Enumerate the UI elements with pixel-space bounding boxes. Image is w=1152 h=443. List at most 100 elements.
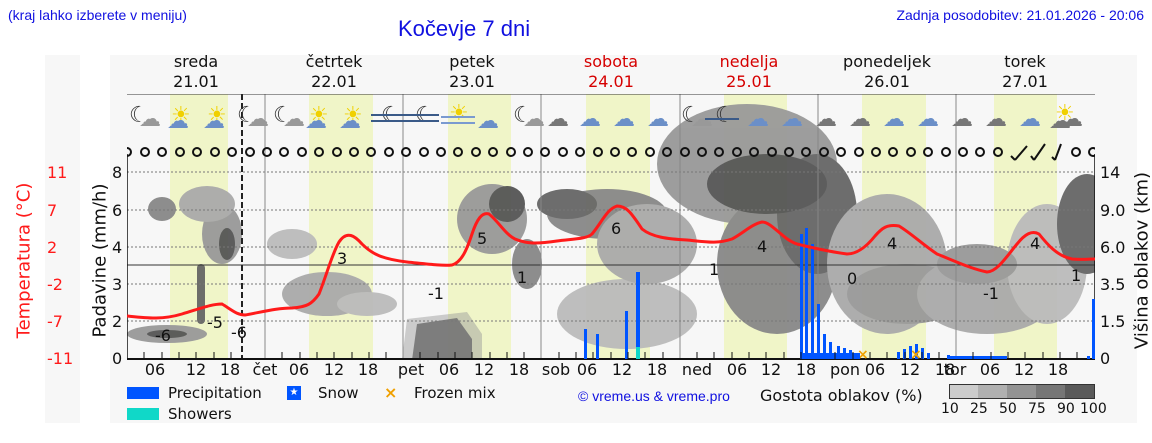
svg-text:0: 0 [847, 269, 857, 288]
x-tick-label: 12 [1013, 360, 1035, 379]
svg-text:1: 1 [709, 260, 719, 279]
x-tick-label: 06 [144, 360, 166, 379]
svg-text:☁: ☁ [781, 107, 803, 132]
svg-text:☁: ☁ [691, 107, 713, 132]
svg-text:☁: ☁ [849, 107, 871, 132]
svg-text:☁: ☁ [547, 107, 569, 132]
location-menu-hint[interactable]: (kraj lahko izberete v meniju) [8, 7, 187, 23]
colorbar-cell [978, 384, 1007, 398]
svg-text:-6: -6 [231, 323, 247, 342]
svg-text:☀: ☀ [207, 103, 227, 128]
colorbar-cell [1036, 384, 1065, 398]
wind-barbs [1010, 143, 1062, 161]
colorbar-tick: 75 [1028, 401, 1046, 417]
colorbar-tick: 50 [999, 401, 1017, 417]
day-header: sobota 24.01 [583, 52, 639, 91]
svg-text:☾: ☾ [513, 103, 533, 128]
day-header: nedelja 25.01 [719, 52, 779, 91]
showers-swatch [127, 408, 159, 420]
svg-text:-6: -6 [155, 326, 171, 345]
svg-text:3: 3 [337, 249, 347, 268]
day-header: sreda 21.01 [173, 52, 219, 91]
precipitation-bars [584, 228, 1095, 359]
x-tick-label: tor [943, 360, 967, 379]
svg-text:4: 4 [1030, 234, 1040, 253]
svg-text:×: × [910, 347, 922, 360]
svg-text:-1: -1 [983, 284, 999, 303]
showers-bar [636, 347, 640, 359]
svg-text:☁: ☁ [283, 107, 305, 132]
x-tick-label: pet [397, 360, 425, 379]
x-tick-label: 18 [1047, 360, 1069, 379]
svg-text:-1: -1 [428, 284, 444, 303]
precipitation-swatch [127, 387, 159, 399]
temp-tick: -7 [47, 312, 63, 331]
day-header: četrtek 22.01 [305, 52, 363, 91]
precip-tick: 4 [112, 238, 123, 257]
day-header: ponedeljek 26.01 [843, 52, 931, 91]
snow-markers [800, 353, 1007, 359]
x-tick-label: 18 [508, 360, 530, 379]
svg-text:4: 4 [757, 237, 767, 256]
cloud-tick: 0 [1100, 349, 1111, 368]
snow-icon: ★ [287, 386, 301, 400]
svg-text:-5: -5 [207, 313, 223, 332]
cloud-tick: 3.5 [1100, 275, 1126, 294]
x-tick-label: čet [252, 360, 278, 379]
svg-text:☀: ☀ [1055, 101, 1075, 126]
precip-tick: 2 [112, 312, 123, 331]
precipitation-axis-label: Padavine (mm/h) [89, 183, 111, 338]
cloud-tick: 6.0 [1100, 238, 1126, 257]
svg-text:☾: ☾ [715, 103, 735, 128]
svg-text:☁: ☁ [917, 107, 939, 132]
temp-tick: 7 [47, 201, 58, 220]
svg-text:☁: ☁ [579, 107, 601, 132]
frozen-mix-markers: × × [857, 347, 922, 360]
svg-text:1: 1 [517, 268, 527, 287]
temp-tick: 2 [47, 238, 58, 257]
x-tick-label: 06 [979, 360, 1001, 379]
svg-text:☁: ☁ [477, 109, 499, 134]
x-tick-label: 06 [576, 360, 598, 379]
svg-text:☁: ☁ [1061, 107, 1083, 132]
precip-tick: 6 [112, 201, 123, 220]
svg-text:☁: ☁ [815, 107, 837, 132]
colorbar-tick: 25 [970, 401, 988, 417]
x-tick-label: 12 [611, 360, 633, 379]
svg-text:5: 5 [477, 229, 487, 248]
cloud-density-label: Gostota oblakov (%) [760, 386, 923, 405]
copyright-link[interactable]: © vreme.us & vreme.pro [578, 388, 730, 404]
precip-tick: 8 [112, 163, 123, 182]
svg-text:6: 6 [611, 219, 621, 238]
x-tick-label: 18 [795, 360, 817, 379]
temperature-axis-label: Temperatura (°C) [13, 182, 35, 339]
precip-tick: 0 [112, 349, 123, 368]
precip-tick: 3 [112, 275, 123, 294]
svg-text:☾: ☾ [681, 103, 701, 128]
cloud-tick: 14 [1100, 163, 1121, 182]
svg-text:☁: ☁ [1019, 107, 1041, 132]
svg-text:☁: ☁ [305, 109, 327, 134]
day-header: petek 23.01 [449, 52, 495, 91]
svg-text:☁: ☁ [523, 107, 545, 132]
colorbar-cell [949, 384, 978, 398]
temp-tick: -2 [47, 275, 63, 294]
weather-icons: ☾☁ ☀☁ ☀☁ ☾☁ ☾☁ ☀☁ ☀☁ ☾ ☾ ☀ ☁ ☾☁ ☁ ☁ ☁ ☁ ☾☁… [129, 101, 1083, 134]
x-tick-label: 12 [473, 360, 495, 379]
svg-text:☁: ☁ [339, 109, 361, 134]
svg-text:☀: ☀ [343, 103, 363, 128]
x-tick-label: 18 [357, 360, 379, 379]
svg-text:☁: ☁ [167, 109, 189, 134]
svg-text:☀: ☀ [449, 101, 469, 126]
svg-text:☁: ☁ [951, 107, 973, 132]
svg-text:☾: ☾ [129, 103, 149, 128]
svg-text:☁: ☁ [139, 107, 161, 132]
svg-text:☾: ☾ [273, 103, 293, 128]
colorbar-tick: 100 [1080, 401, 1107, 417]
svg-text:☁: ☁ [1049, 109, 1071, 134]
page-title: Kočevje 7 dni [398, 16, 531, 41]
x-axis-ticks [143, 352, 1078, 359]
legend-frozen-mix: Frozen mix [414, 384, 496, 402]
svg-text:☁: ☁ [883, 107, 905, 132]
svg-text:☁: ☁ [985, 107, 1007, 132]
